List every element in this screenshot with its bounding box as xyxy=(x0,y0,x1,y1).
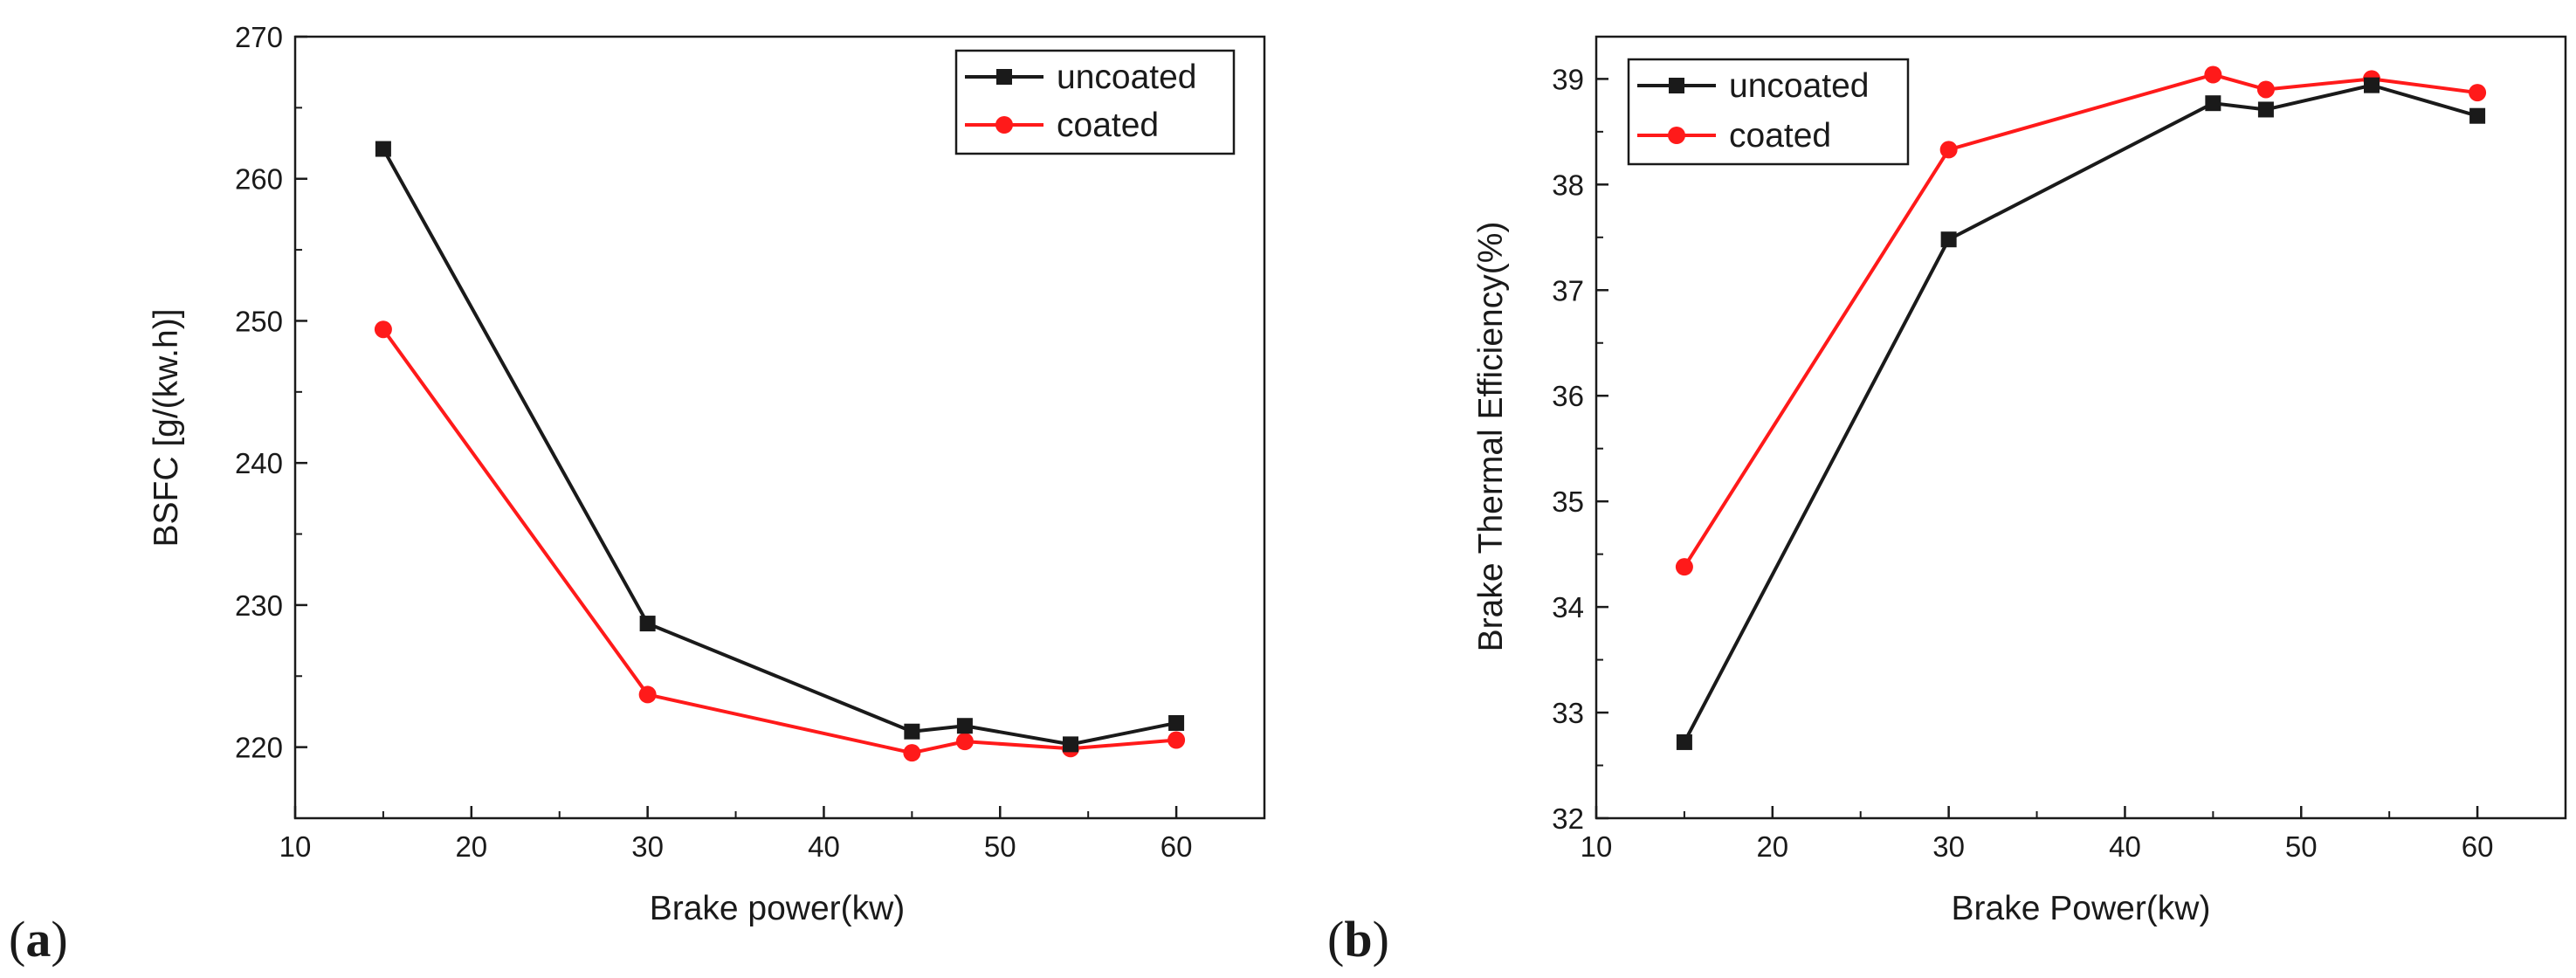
chart-b-y-tick-label: 39 xyxy=(1552,63,1584,95)
chart-b-point-coated xyxy=(2204,65,2222,84)
chart-b-thermal-efficiency: 10 20 30 40 50 60 32 33 34 35 36 37 38 39 Brake Power… xyxy=(1327,35,2567,968)
chart-a-ticks: 10 20 30 40 50 60 220 230 240 250 260 270 xyxy=(235,21,1193,863)
chart-b-point-uncoated xyxy=(2469,107,2486,124)
chart-b-y-tick-label: 32 xyxy=(1552,802,1584,835)
legend-marker-square xyxy=(996,69,1012,85)
chart-a-x-tick-label: 50 xyxy=(984,830,1016,863)
chart-b-y-tick-label: 36 xyxy=(1552,380,1584,412)
chart-a-point-uncoated xyxy=(375,141,391,157)
chart-a-x-tick-label: 10 xyxy=(279,830,312,863)
chart-b-ticks: 10 20 30 40 50 60 32 33 34 35 36 37 38 39 xyxy=(1552,63,2493,863)
chart-b-x-tick-label: 60 xyxy=(2462,830,2494,863)
chart-a-y-tick-label: 260 xyxy=(235,163,283,196)
chart-b-y-tick-label: 35 xyxy=(1552,486,1584,518)
chart-b-point-uncoated xyxy=(1940,231,1957,248)
chart-a-x-tick-label: 40 xyxy=(808,830,840,863)
chart-a-y-tick-label: 220 xyxy=(235,732,283,764)
chart-b-y-tick-label: 37 xyxy=(1552,274,1584,306)
chart-a-y-tick-label: 240 xyxy=(235,447,283,479)
chart-a-x-axis-label: Brake power(kw) xyxy=(650,890,906,927)
chart-b-line-coated xyxy=(1683,72,2478,568)
chart-a-point-uncoated xyxy=(956,718,973,734)
chart-a-line-uncoated xyxy=(382,148,1177,747)
chart-a-x-tick-label: 60 xyxy=(1161,830,1193,863)
chart-a-y-axis-label: BSFC [g/(kw.h)] xyxy=(148,308,185,547)
chart-a-line-coated xyxy=(382,328,1177,755)
chart-a-y-tick-label: 250 xyxy=(235,305,283,337)
chart-b-y-tick-label: 38 xyxy=(1552,169,1584,201)
chart-a-point-coated xyxy=(638,685,657,704)
chart-b-line-uncoated xyxy=(1683,83,2478,743)
chart-b-point-uncoated xyxy=(2364,77,2380,93)
chart-b-x-tick-label: 40 xyxy=(2109,830,2141,863)
legend-marker-circle xyxy=(1668,127,1685,144)
chart-b-point-coated xyxy=(1675,558,1693,576)
chart-a-point-coated xyxy=(903,744,921,762)
chart-b-y-axis-label: Brake Thermal Efficiency(%) xyxy=(1472,222,1510,652)
panel-label-b: (b) xyxy=(1327,911,1389,968)
chart-a-series xyxy=(374,141,1186,762)
chart-a-axes-frame xyxy=(293,35,1266,820)
chart-a-point-coated xyxy=(1167,731,1186,749)
chart-a-point-uncoated xyxy=(1063,736,1078,753)
chart-b-legend: uncoated coated xyxy=(1627,58,1910,166)
chart-b-point-uncoated xyxy=(1676,734,1692,750)
chart-b-point-coated xyxy=(1939,141,1958,159)
chart-b-point-uncoated xyxy=(2205,95,2221,112)
chart-b-y-tick-label: 34 xyxy=(1552,591,1584,623)
chart-b-legend-box xyxy=(1627,58,1910,166)
chart-a-point-uncoated xyxy=(1168,714,1185,731)
chart-b-x-tick-label: 30 xyxy=(1932,830,1965,863)
chart-a-x-tick-label: 30 xyxy=(631,830,664,863)
chart-b-axes-frame xyxy=(1595,35,2567,820)
chart-b-x-tick-label: 20 xyxy=(1756,830,1788,863)
chart-a-point-uncoated xyxy=(904,723,920,740)
legend-label-coated: coated xyxy=(1057,107,1159,144)
panel-label-a: (a) xyxy=(9,911,68,968)
chart-a-y-tick-label: 270 xyxy=(235,21,283,53)
chart-a-point-coated xyxy=(955,733,974,751)
chart-b-point-coated xyxy=(2256,80,2275,99)
legend-label-uncoated: uncoated xyxy=(1729,67,1869,105)
legend-label-coated: coated xyxy=(1729,117,1831,155)
legend-marker-circle xyxy=(995,116,1013,134)
chart-a-point-uncoated xyxy=(639,616,656,632)
chart-a-legend: uncoated coated xyxy=(954,49,1236,155)
legend-label-uncoated: uncoated xyxy=(1057,59,1196,96)
legend-marker-square xyxy=(1669,78,1684,93)
chart-b-x-tick-label: 50 xyxy=(2285,830,2318,863)
chart-b-y-tick-label: 33 xyxy=(1552,697,1584,729)
chart-b-x-axis-label: Brake Power(kw) xyxy=(1952,890,2211,927)
chart-a-point-coated xyxy=(374,320,392,339)
chart-a-x-tick-label: 20 xyxy=(455,830,487,863)
chart-a-bsfc: 10 20 30 40 50 60 220 230 240 250 260 270 Brake pow… xyxy=(9,21,1266,968)
chart-a-legend-box xyxy=(954,49,1236,155)
chart-b-series xyxy=(1675,65,2487,750)
chart-a-y-tick-label: 230 xyxy=(235,589,283,622)
chart-b-point-coated xyxy=(2469,84,2487,102)
chart-b-point-uncoated xyxy=(2257,101,2274,118)
chart-b-x-tick-label: 10 xyxy=(1581,830,1613,863)
